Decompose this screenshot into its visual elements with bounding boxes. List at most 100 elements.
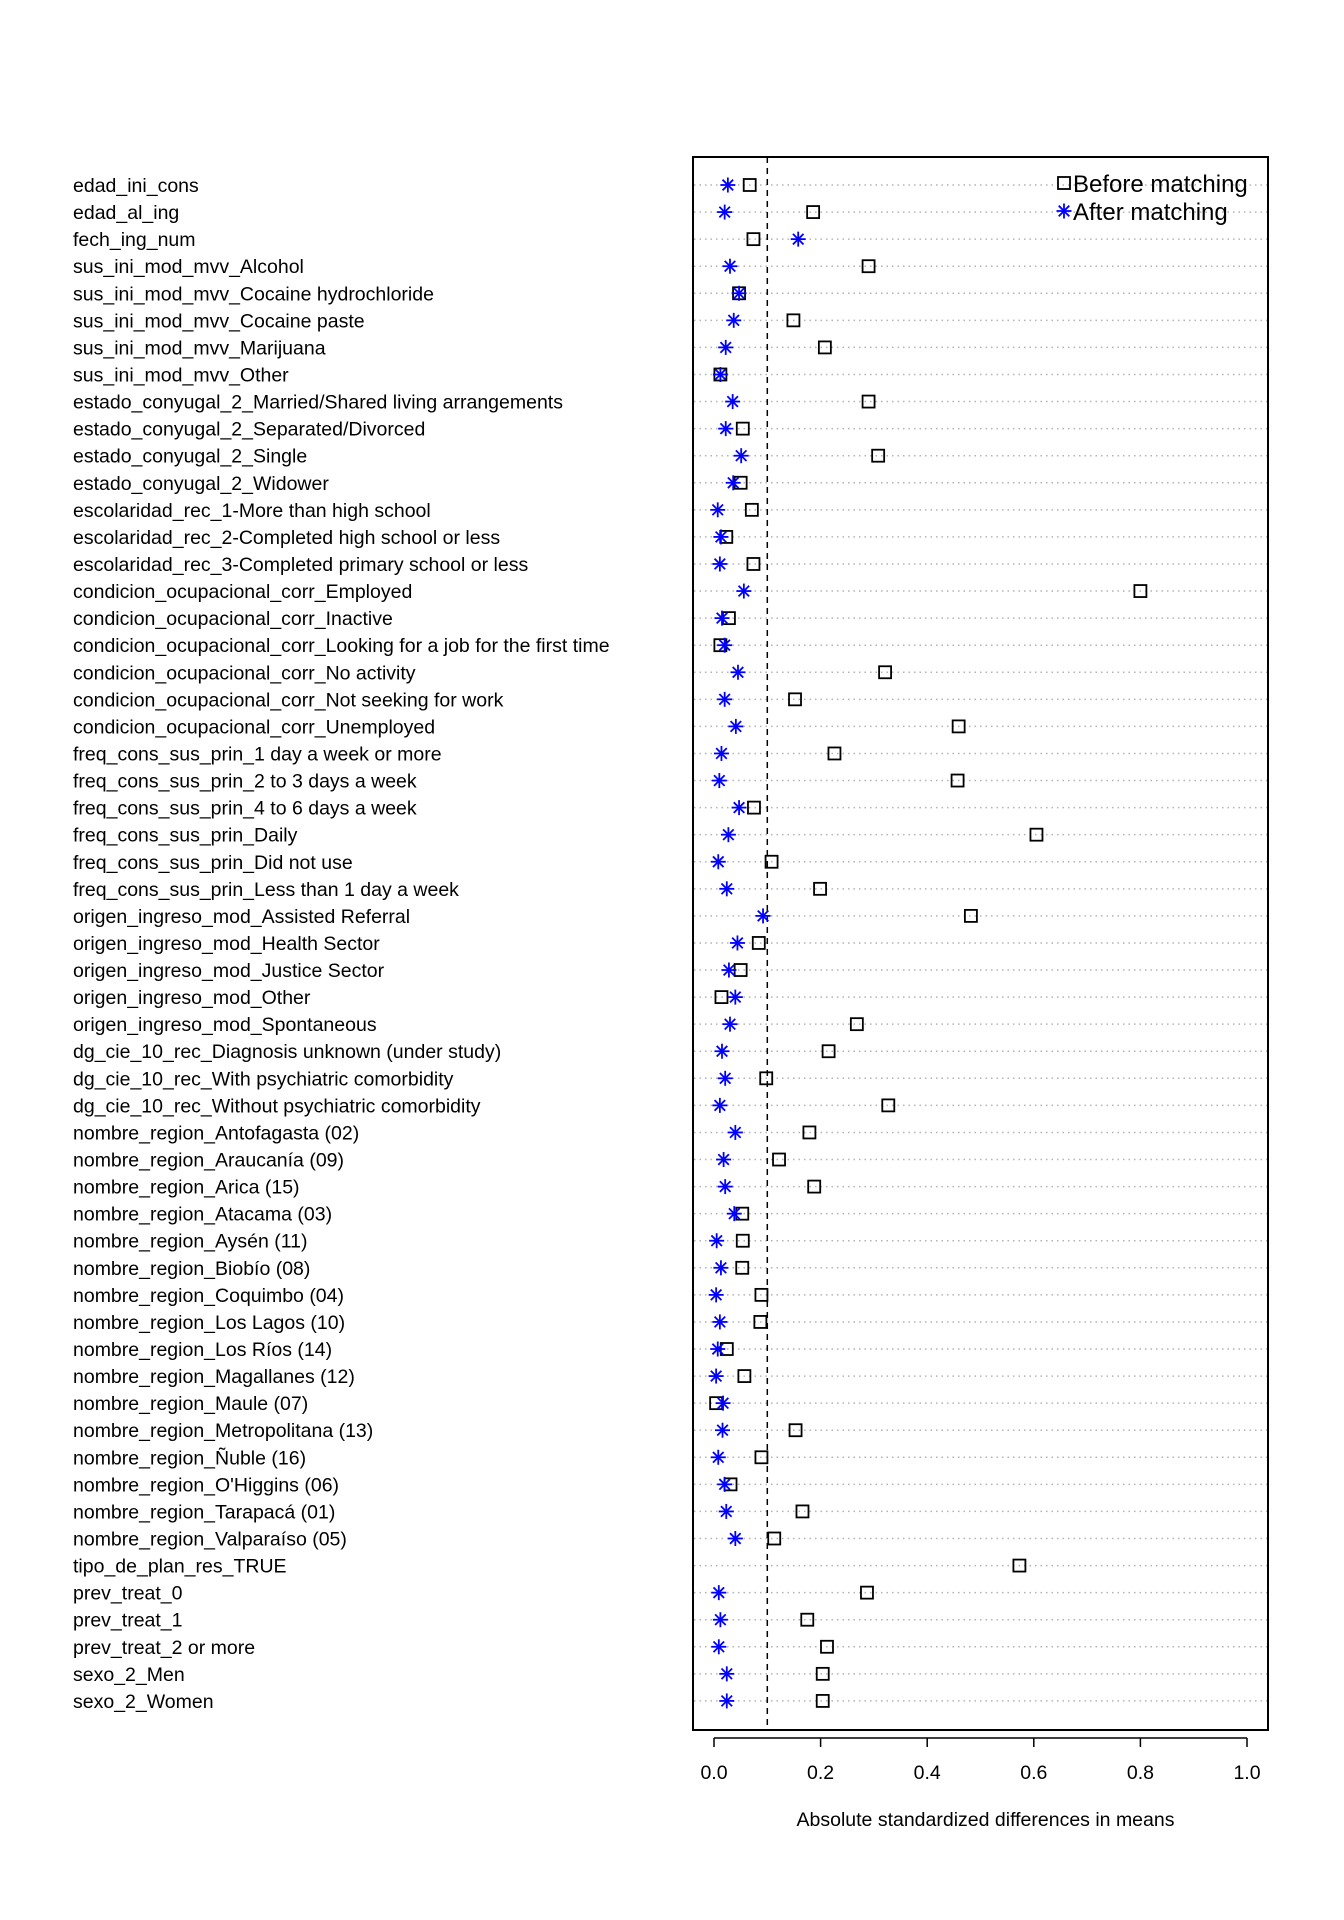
before-matching-point xyxy=(815,1666,830,1681)
variable-label: freq_cons_sus_prin_Did not use xyxy=(73,852,353,874)
variable-label: sus_ini_mod_mvv_Other xyxy=(73,364,289,386)
after-matching-point xyxy=(731,285,747,301)
variable-label: sus_ini_mod_mvv_Cocaine paste xyxy=(73,310,365,332)
before-matching-point xyxy=(737,1369,752,1383)
variable-label: sexo_2_Women xyxy=(73,1691,214,1713)
variable-label: escolaridad_rec_2-Completed high school … xyxy=(73,527,500,549)
variable-labels: edad_ini_cons edad_al_ing fech_ing_num sus_… xyxy=(73,175,610,1713)
after-matching-point xyxy=(719,881,735,897)
after-matching-point xyxy=(721,962,737,978)
legend-before-label: Before matching xyxy=(1073,171,1248,198)
variable-label: nombre_region_Maule (07) xyxy=(73,1393,308,1415)
variable-label: nombre_region_O'Higgins (06) xyxy=(73,1474,339,1496)
variable-label: sus_ini_mod_mvv_Cocaine hydrochloride xyxy=(73,283,434,305)
before-matching-point xyxy=(950,773,965,788)
before-matching-point xyxy=(714,990,729,1004)
variable-label: freq_cons_sus_prin_2 to 3 days a week xyxy=(73,771,417,793)
before-matching-point xyxy=(821,1044,836,1059)
after-matching-point xyxy=(726,312,742,328)
before-matching-point xyxy=(747,800,761,815)
after-matching-point xyxy=(715,1395,731,1411)
variable-label: freq_cons_sus_prin_4 to 6 days a week xyxy=(73,798,417,820)
variable-label: nombre_region_Magallanes (12) xyxy=(73,1366,355,1388)
before-matching-point xyxy=(881,1098,896,1113)
after-matching-point xyxy=(719,1693,735,1709)
variable-label: prev_treat_0 xyxy=(73,1583,183,1605)
after-matching-point xyxy=(712,1097,728,1113)
before-matching-point xyxy=(860,1585,874,1600)
plot-frame xyxy=(692,156,1269,1731)
after-matching-point xyxy=(710,1449,726,1465)
after-matching-point xyxy=(717,1476,733,1492)
variable-label: nombre_region_Arica (15) xyxy=(73,1177,300,1199)
variable-label: nombre_region_Biobío (08) xyxy=(73,1258,310,1280)
after-matching-point xyxy=(712,366,728,382)
variable-label: dg_cie_10_rec_Without psychiatric comorb… xyxy=(73,1095,481,1117)
after-matching-point xyxy=(730,664,746,680)
after-matching-point xyxy=(718,421,734,437)
after-matching-point xyxy=(711,1639,727,1655)
variable-label: nombre_region_Los Lagos (10) xyxy=(73,1312,345,1334)
before-matching-point xyxy=(800,1612,815,1627)
after-matching-point xyxy=(727,1531,743,1546)
x-tick-label: 0.8 xyxy=(1127,1762,1154,1784)
before-matching-point xyxy=(754,1450,769,1465)
after-matching-point xyxy=(708,1287,724,1303)
after-matching-point xyxy=(710,1341,726,1357)
variable-label: nombre_region_Valparaíso (05) xyxy=(73,1529,347,1551)
before-matching-point xyxy=(861,394,876,409)
variable-label: condicion_ocupacional_corr_Employed xyxy=(73,581,412,603)
x-tick-label: 1.0 xyxy=(1233,1762,1260,1784)
variable-label: nombre_region_Antofagasta (02) xyxy=(73,1122,359,1144)
legend-after-label: After matching xyxy=(1073,199,1228,226)
before-matching-point xyxy=(742,178,757,192)
after-matching-point xyxy=(719,1666,735,1682)
before-matching-point xyxy=(735,1233,750,1248)
after-matching-point xyxy=(718,339,734,355)
after-matching-point xyxy=(717,204,733,220)
before-matching-point xyxy=(754,1287,769,1302)
variable-label: nombre_region_Los Ríos (14) xyxy=(73,1339,332,1361)
variable-label: sexo_2_Men xyxy=(73,1664,185,1686)
x-tick-label: 0.2 xyxy=(807,1762,834,1784)
after-matching-point xyxy=(712,556,728,572)
variable-label: fech_ing_num xyxy=(73,229,196,251)
variable-label: estado_conyugal_2_Widower xyxy=(73,473,329,495)
before-matching-point xyxy=(815,1694,830,1708)
variable-label: tipo_de_plan_res_TRUE xyxy=(73,1556,287,1578)
before-matching-point xyxy=(861,259,876,274)
after-matching-point xyxy=(717,1179,733,1195)
variable-label: condicion_ocupacional_corr_Inactive xyxy=(73,608,393,630)
variable-label: origen_ingreso_mod_Justice Sector xyxy=(73,960,385,982)
before-matching-point xyxy=(964,908,978,923)
after-matching-point xyxy=(731,800,747,816)
after-matching-point xyxy=(722,1016,738,1032)
after-matching-point xyxy=(727,989,743,1005)
before-matching-point xyxy=(813,881,827,896)
before-matching-point xyxy=(820,1639,834,1654)
data-points xyxy=(708,177,1148,1709)
variable-label: nombre_region_Aysén (11) xyxy=(73,1231,308,1253)
variable-label: origen_ingreso_mod_Spontaneous xyxy=(73,1014,377,1036)
after-matching-point xyxy=(726,1206,742,1222)
after-matching-point xyxy=(733,448,749,464)
x-tick-label: 0.4 xyxy=(914,1762,941,1784)
variable-label: origen_ingreso_mod_Other xyxy=(73,987,311,1009)
before-matching-point xyxy=(735,421,750,436)
before-matching-point xyxy=(767,1531,782,1546)
before-matching-point xyxy=(744,502,759,517)
after-matching-point xyxy=(720,177,736,193)
variable-label: edad_ini_cons xyxy=(73,175,199,197)
before-matching-point xyxy=(753,1315,768,1329)
after-matching-point xyxy=(717,1070,733,1086)
before-matching-point xyxy=(802,1125,817,1140)
variable-label: estado_conyugal_2_Married/Shared living … xyxy=(73,392,563,414)
variable-label: nombre_region_Coquimbo (04) xyxy=(73,1285,344,1307)
after-matching-point xyxy=(713,529,729,545)
variable-label: sus_ini_mod_mvv_Alcohol xyxy=(73,256,304,278)
variable-label: condicion_ocupacional_corr_Looking for a… xyxy=(73,635,610,657)
after-matching-point xyxy=(715,1422,731,1438)
variable-label: escolaridad_rec_1-More than high school xyxy=(73,500,431,522)
after-matching-point xyxy=(712,1612,728,1628)
